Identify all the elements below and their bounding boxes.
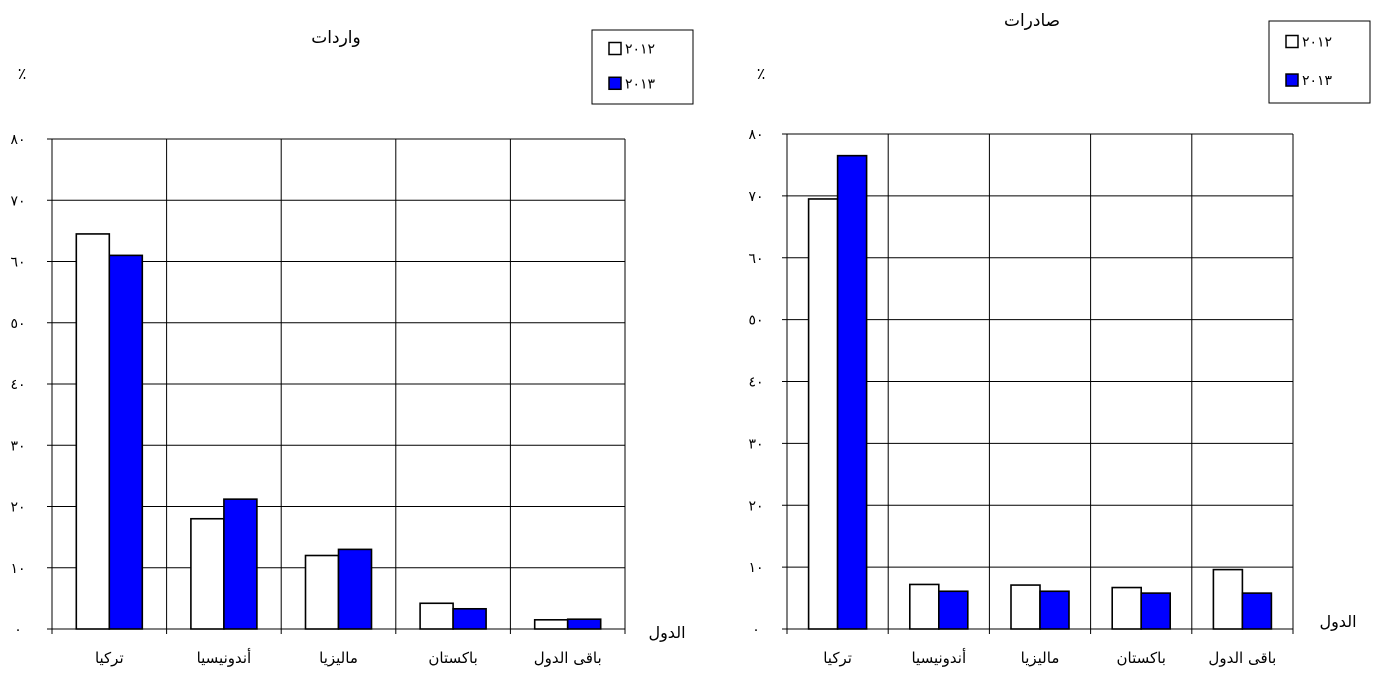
exports-y-tick-label: ٧٠ (748, 189, 763, 205)
imports-category-label: ماليزيا (319, 649, 358, 667)
exports-bar-2012 (1111, 586, 1142, 630)
imports-bar-2012 (190, 517, 225, 630)
imports-bar-2013 (108, 254, 144, 630)
exports-bar-2012 (807, 198, 839, 630)
imports-bar-2013 (452, 607, 487, 630)
imports-y-tick-label: ٧٠ (10, 193, 25, 209)
exports-chart-xlabel: الدول (1319, 612, 1356, 632)
exports-bar-2013 (836, 154, 868, 630)
imports-category-label: تركيا (95, 649, 124, 667)
exports-bar-2012 (1010, 584, 1041, 630)
exports-y-tick-label: ٥٠ (748, 313, 763, 329)
exports-category-label: تركيا (823, 649, 852, 667)
exports-y-tick-label: ٨٠ (748, 127, 763, 143)
imports-y-tick-label: ٦٠ (10, 255, 25, 271)
exports-legend-swatch (1285, 73, 1299, 87)
imports-y-tick-label: ٥٠ (10, 316, 25, 332)
exports-category-label: أندونيسيا (911, 648, 966, 667)
imports-y-tick-label: ٢٠ (10, 500, 25, 516)
exports-category-label: ماليزيا (1021, 649, 1060, 667)
imports-category-label: باقى الدول (534, 649, 602, 667)
exports-bar-2013 (1241, 592, 1273, 630)
exports-y-tick-label: ٣٠ (748, 436, 763, 452)
exports-bar-2013 (1140, 592, 1171, 630)
imports-legend-label: ٢٠١٣ (625, 76, 656, 92)
imports-category-label: باكستان (428, 649, 477, 667)
imports-chart-title: واردات (311, 28, 360, 48)
imports-chart: واردات ٪ الدول ٠ ١٠ ٢٠ ٣٠ ٤٠ ٥٠ ٦٠ ٧٠ ٨٠ تركيا أند… (10, 28, 694, 667)
imports-bar-2013 (566, 618, 602, 630)
imports-legend-swatch (608, 41, 622, 56)
imports-bar-2012 (533, 619, 569, 630)
imports-legend-swatch (608, 76, 622, 91)
exports-category-label: باكستان (1117, 649, 1166, 667)
exports-legend (1268, 20, 1371, 104)
imports-y-tick-label: ١٠ (10, 561, 25, 577)
exports-category-label: باقى الدول (1208, 649, 1276, 667)
exports-y-tick-label: ٠ (752, 622, 760, 638)
exports-chart-ylabel: ٪ (757, 64, 766, 83)
exports-y-tick-label: ١٠ (748, 560, 763, 576)
imports-chart-xlabel: الدول (648, 623, 685, 643)
imports-bar-2012 (419, 602, 454, 630)
imports-chart-ylabel: ٪ (18, 64, 27, 83)
exports-bar-2013 (937, 590, 969, 630)
imports-legend-label: ٢٠١٢ (625, 42, 655, 58)
imports-bar-2013 (337, 548, 373, 630)
imports-y-tick-label: ٨٠ (10, 132, 25, 148)
exports-y-tick-label: ٢٠ (748, 498, 763, 514)
imports-category-label: أندونيسيا (197, 648, 252, 667)
exports-legend-label: ٢٠١٣ (1302, 73, 1333, 89)
imports-y-tick-label: ٣٠ (10, 438, 25, 454)
imports-bar-2012 (75, 233, 111, 630)
exports-y-tick-label: ٤٠ (748, 375, 763, 391)
exports-legend-label: ٢٠١٢ (1302, 35, 1332, 51)
exports-y-tick-label: ٦٠ (748, 251, 763, 267)
exports-chart: صادرات ٪ الدول ٠ ١٠ ٢٠ ٣٠ ٤٠ ٥٠ ٦٠ ٧٠ ٨٠ تركيا أند… (748, 11, 1371, 667)
exports-bar-2013 (1039, 590, 1070, 630)
imports-y-tick-label: ٠ (14, 622, 22, 638)
imports-bar-2012 (304, 554, 340, 630)
imports-y-tick-label: ٤٠ (10, 377, 25, 393)
exports-bar-2012 (1212, 568, 1244, 630)
exports-bar-2012 (908, 583, 940, 630)
exports-legend-swatch (1285, 34, 1299, 49)
exports-chart-title: صادرات (1004, 11, 1060, 31)
imports-bar-2013 (223, 498, 258, 630)
